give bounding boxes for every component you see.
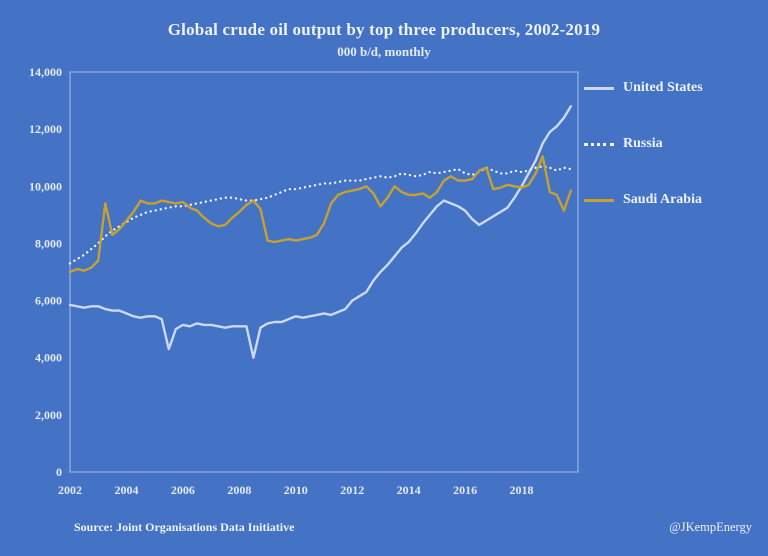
legend-label-saudi-arabia: Saudi Arabia xyxy=(623,192,702,207)
chart-header: Global crude oil output by top three pro… xyxy=(0,0,768,60)
legend-item-saudi-arabia: Saudi Arabia xyxy=(584,192,764,208)
legend-label-united-states: United States xyxy=(623,80,703,95)
russia-line-swatch-icon xyxy=(584,142,614,146)
svg-text:8,000: 8,000 xyxy=(35,236,62,250)
svg-text:0: 0 xyxy=(56,465,62,479)
twitter-handle: @JKempEnergy xyxy=(669,520,752,534)
svg-text:2018: 2018 xyxy=(510,483,534,497)
svg-text:2016: 2016 xyxy=(453,483,477,497)
chart-legend: United States Russia Saudi Arabia xyxy=(584,64,764,510)
saudi-line-swatch-icon xyxy=(584,198,614,202)
svg-text:2008: 2008 xyxy=(227,483,251,497)
chart-canvas: 0 2,000 4,000 6,000 8,000 10,000 12,000 14,000 2… xyxy=(29,65,579,497)
svg-text:2,000: 2,000 xyxy=(35,408,62,422)
svg-text:10,000: 10,000 xyxy=(29,179,62,193)
svg-text:2006: 2006 xyxy=(171,483,195,497)
svg-text:2004: 2004 xyxy=(114,483,138,497)
svg-text:4,000: 4,000 xyxy=(35,351,62,365)
svg-text:6,000: 6,000 xyxy=(35,294,62,308)
svg-text:2014: 2014 xyxy=(397,483,421,497)
legend-item-united-states: United States xyxy=(584,80,764,96)
legend-label-russia: Russia xyxy=(623,136,663,151)
chart-footer: Source: Joint Organisations Data Initiat… xyxy=(0,510,768,535)
svg-text:2012: 2012 xyxy=(340,483,364,497)
legend-item-russia: Russia xyxy=(584,136,764,152)
chart-area: 0 2,000 4,000 6,000 8,000 10,000 12,000 14,000 2… xyxy=(0,64,768,510)
svg-text:2010: 2010 xyxy=(284,483,308,497)
svg-text:14,000: 14,000 xyxy=(29,65,62,79)
us-line-swatch-icon xyxy=(584,86,614,90)
svg-text:12,000: 12,000 xyxy=(29,122,62,136)
chart-title: Global crude oil output by top three pro… xyxy=(167,20,601,39)
svg-text:2002: 2002 xyxy=(58,483,82,497)
chart-subtitle: 000 b/d, monthly xyxy=(337,44,431,59)
source-note: Source: Joint Organisations Data Initiat… xyxy=(74,520,295,534)
